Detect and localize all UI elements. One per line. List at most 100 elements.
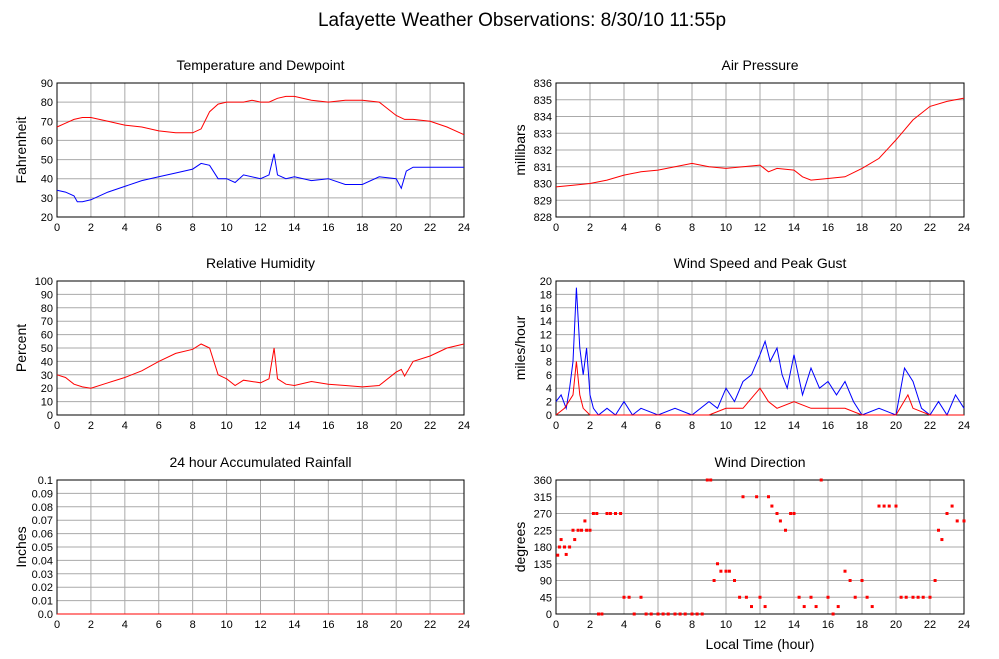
- y-tick-label: 0.0: [38, 609, 53, 621]
- data-point: [727, 569, 731, 573]
- relative-humidity-chart: 0 2 4 6 8 10 12 14 16 18 20 22 240102030405060708090…: [13, 255, 470, 432]
- x-tick-label: 12: [754, 222, 766, 234]
- y-tick-label: 30: [41, 193, 53, 205]
- y-tick-label: 20: [41, 212, 53, 224]
- data-point: [904, 595, 908, 599]
- x-tick-label: 0: [54, 420, 60, 432]
- air-pressure-chart: 0 2 4 6 8 10 12 14 16 18 20 22 248288298308318328338…: [512, 57, 970, 234]
- y-tick-label: 60: [41, 330, 53, 342]
- data-point: [887, 504, 891, 508]
- data-point: [608, 512, 612, 515]
- x-tick-label: 0: [553, 619, 559, 631]
- y-tick-label: 0: [546, 410, 552, 422]
- x-tick-label: 18: [356, 619, 368, 631]
- y-tick-label: 18: [540, 289, 552, 301]
- x-tick-label: 12: [254, 420, 266, 432]
- data-point: [784, 528, 787, 532]
- y-tick-label: 6: [546, 370, 552, 382]
- y-tick-label: 100: [35, 276, 53, 288]
- x-tick-label: 20: [390, 619, 402, 631]
- y-tick-label: 50: [41, 155, 53, 167]
- y-tick-label: 10: [540, 343, 552, 355]
- data-point: [955, 519, 959, 523]
- x-tick-label: 4: [621, 420, 627, 432]
- x-tick-label: 22: [424, 420, 436, 432]
- data-point: [843, 569, 847, 573]
- series-line: [555, 97, 965, 188]
- series-line: [56, 343, 465, 389]
- data-point: [770, 504, 774, 508]
- x-tick-label: 12: [254, 222, 266, 234]
- y-tick-label: 40: [41, 356, 53, 368]
- series-line: [56, 153, 464, 203]
- x-tick-label: 18: [856, 222, 868, 234]
- y-tick-label: 270: [534, 509, 552, 521]
- y-tick-label: 315: [534, 492, 552, 504]
- x-tick-label: 16: [822, 420, 834, 432]
- x-tick-label: 2: [88, 420, 94, 432]
- data-point: [705, 478, 709, 482]
- x-tick-label: 14: [288, 222, 300, 234]
- data-point: [656, 612, 660, 616]
- x-tick-label: 6: [655, 222, 661, 234]
- data-point: [591, 512, 595, 515]
- x-axis-label: Local Time (hour): [706, 636, 815, 652]
- y-tick-label: 50: [41, 343, 53, 355]
- chart-title: 24 hour Accumulated Rainfall: [169, 454, 351, 470]
- data-point: [921, 595, 925, 599]
- data-point: [962, 519, 966, 523]
- y-tick-label: 830: [534, 179, 552, 191]
- data-point: [744, 595, 748, 599]
- data-point: [576, 528, 580, 532]
- y-tick-label: 225: [534, 525, 552, 537]
- data-point: [767, 495, 770, 499]
- y-tick-label: 0: [47, 410, 53, 422]
- y-tick-label: 8: [546, 356, 552, 368]
- data-point: [557, 545, 561, 549]
- y-tick-label: 0.1: [38, 475, 53, 487]
- data-point: [724, 569, 728, 573]
- x-tick-label: 18: [856, 420, 868, 432]
- chart-title: Relative Humidity: [206, 255, 315, 271]
- series-line: [555, 361, 964, 416]
- x-tick-label: 22: [424, 222, 436, 234]
- y-tick-label: 90: [41, 289, 53, 301]
- y-tick-label: 12: [540, 330, 552, 342]
- data-point: [673, 612, 677, 616]
- x-tick-label: 14: [288, 619, 300, 631]
- data-point: [564, 552, 568, 556]
- y-tick-label: 360: [534, 475, 552, 487]
- data-point: [580, 528, 583, 532]
- data-point: [882, 504, 886, 508]
- data-point: [809, 595, 813, 599]
- x-tick-label: 12: [254, 619, 266, 631]
- y-tick-label: 833: [534, 128, 552, 140]
- data-point: [819, 478, 823, 482]
- series-line: [56, 95, 465, 136]
- data-point: [894, 504, 898, 508]
- x-tick-label: 8: [689, 420, 695, 432]
- x-tick-label: 18: [856, 619, 868, 631]
- x-tick-label: 14: [288, 420, 300, 432]
- data-point: [814, 605, 818, 609]
- x-tick-label: 2: [587, 420, 593, 432]
- y-tick-label: 0.09: [32, 488, 53, 500]
- data-point: [719, 569, 723, 573]
- x-tick-label: 6: [156, 619, 162, 631]
- y-tick-label: 135: [534, 559, 552, 571]
- data-point: [559, 538, 563, 542]
- data-point: [789, 512, 793, 515]
- y-tick-label: 832: [534, 145, 552, 157]
- data-point: [945, 512, 949, 515]
- data-point: [836, 605, 840, 609]
- data-point: [865, 595, 869, 599]
- x-tick-label: 8: [689, 619, 695, 631]
- y-axis-label: Inches: [13, 526, 29, 567]
- x-tick-label: 8: [190, 420, 196, 432]
- x-tick-label: 20: [890, 420, 902, 432]
- data-point: [644, 612, 648, 616]
- x-tick-label: 8: [190, 619, 196, 631]
- data-point: [573, 538, 577, 542]
- data-point: [568, 545, 572, 549]
